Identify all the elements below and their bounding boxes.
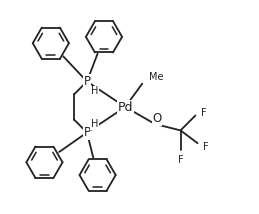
Text: F: F — [201, 108, 207, 118]
Text: F: F — [203, 142, 209, 152]
Text: Me: Me — [149, 72, 163, 82]
Text: Pd: Pd — [118, 101, 133, 113]
Text: H: H — [91, 86, 98, 96]
Text: P: P — [83, 126, 90, 139]
Text: P: P — [83, 75, 90, 88]
Text: O: O — [153, 112, 162, 125]
Text: H: H — [91, 119, 98, 129]
Text: F: F — [178, 155, 183, 165]
